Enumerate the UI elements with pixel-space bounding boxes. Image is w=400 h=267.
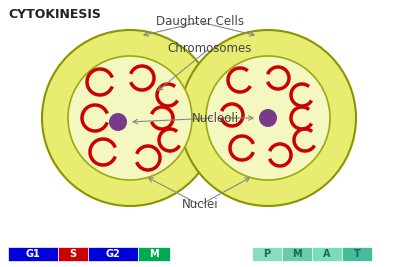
Bar (252, 247, 282, 261)
Text: G2: G2 (106, 249, 120, 259)
Circle shape (42, 30, 218, 206)
Text: A: A (323, 249, 331, 259)
Bar (342, 247, 372, 261)
Circle shape (68, 56, 192, 180)
Circle shape (259, 109, 277, 127)
Text: G1: G1 (26, 249, 40, 259)
Circle shape (206, 56, 330, 180)
Bar (138, 247, 170, 261)
Text: CYTOKINESIS: CYTOKINESIS (8, 7, 101, 21)
Bar (8, 247, 58, 261)
Text: Nucleoli: Nucleoli (192, 112, 238, 124)
Text: Chromosomes: Chromosomes (168, 41, 252, 54)
Text: S: S (70, 249, 76, 259)
Bar (282, 247, 312, 261)
Text: P: P (264, 249, 270, 259)
Bar (312, 247, 342, 261)
Bar (88, 247, 138, 261)
Text: M: M (149, 249, 159, 259)
Text: M: M (292, 249, 302, 259)
Circle shape (180, 30, 356, 206)
Bar (58, 247, 88, 261)
Text: T: T (354, 249, 360, 259)
Text: Daughter Cells: Daughter Cells (156, 15, 244, 29)
Circle shape (109, 113, 127, 131)
Text: Nuclei: Nuclei (182, 198, 218, 211)
